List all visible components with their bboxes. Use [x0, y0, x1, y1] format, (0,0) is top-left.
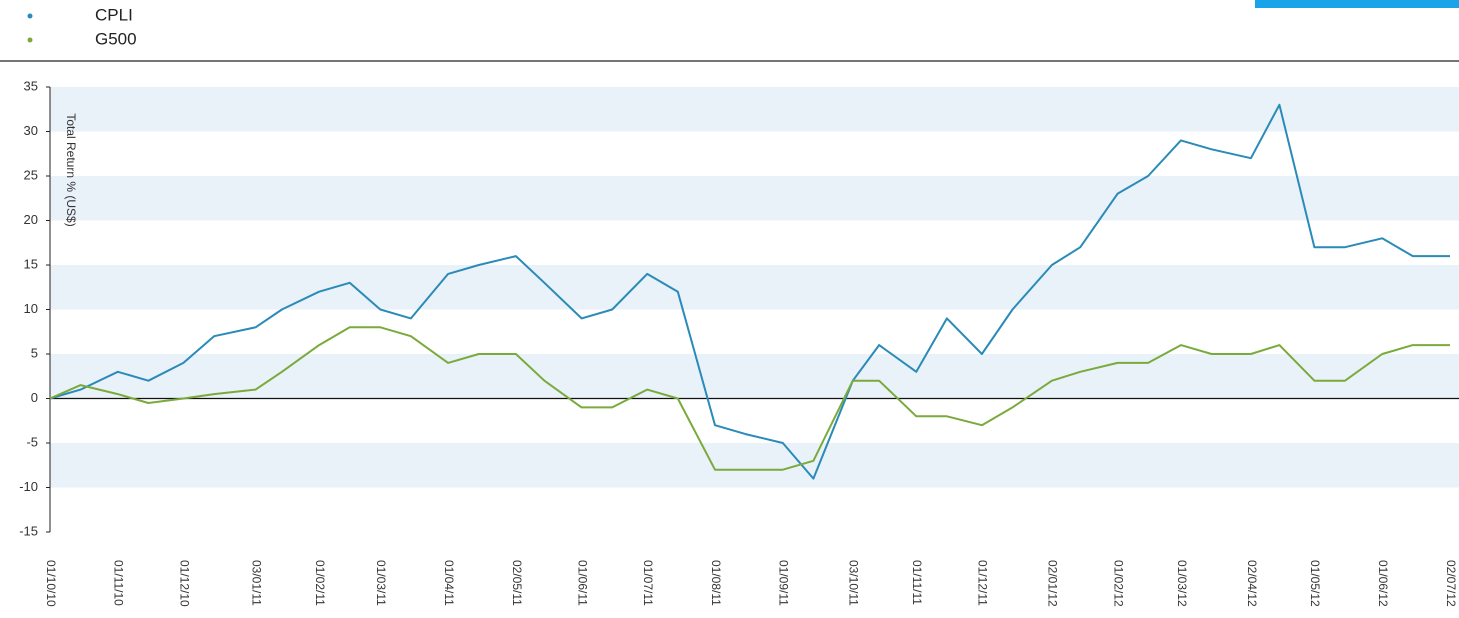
- x-tick-label: 01/04/11: [442, 560, 456, 606]
- series-line: [49, 326, 1450, 471]
- legend-label: CPLI: [95, 5, 133, 24]
- x-tick-label: 01/06/12: [1376, 560, 1390, 607]
- y-tick-label: -5: [26, 434, 38, 449]
- y-tick-label: 5: [31, 345, 38, 360]
- grid-band: [50, 87, 1459, 132]
- legend-label: G500: [95, 29, 137, 48]
- y-tick-label: 20: [24, 212, 38, 227]
- grid-band: [50, 265, 1459, 310]
- bands: [50, 87, 1459, 488]
- y-tick-label: 10: [24, 301, 38, 316]
- y-tick-label: -10: [19, 479, 38, 494]
- y-tick-label: 15: [24, 256, 38, 271]
- series-line: [49, 103, 1450, 480]
- x-tick-label: 01/03/12: [1175, 560, 1189, 607]
- x-tick-label: 02/01/12: [1046, 560, 1060, 607]
- legend-marker: [27, 13, 33, 19]
- y-tick-label: 0: [31, 390, 38, 405]
- x-tick-label: 01/07/11: [641, 560, 655, 606]
- banner: [1255, 0, 1459, 8]
- x-tick-label: 01/11/10: [112, 560, 126, 606]
- x-tick-label: 01/02/11: [313, 560, 327, 606]
- y-axis-label: Total Return % (US$): [64, 113, 78, 226]
- x-tick-label: 01/11/11: [910, 560, 924, 605]
- x-tick-label: 02/07/12: [1444, 560, 1458, 607]
- legend-marker: [27, 37, 33, 43]
- x-tick-label: 01/05/12: [1308, 560, 1322, 607]
- x-tick-label: 01/12/10: [177, 560, 191, 607]
- y-tick-label: 25: [24, 167, 38, 182]
- x-tick-label: 01/03/11: [374, 560, 388, 606]
- x-tick-label: 01/10/10: [44, 560, 58, 607]
- grid-band: [50, 354, 1459, 399]
- x-tick-label: 01/12/11: [976, 560, 990, 606]
- grid-band: [50, 443, 1459, 488]
- x-tick-label: 01/09/11: [777, 560, 791, 606]
- x-tick-label: 01/02/12: [1111, 560, 1125, 607]
- y-tick-label: 35: [24, 78, 38, 93]
- y-tick-label: 30: [24, 123, 38, 138]
- x-tick-label: 03/01/11: [249, 560, 263, 606]
- y-tick-label: -15: [19, 523, 38, 538]
- x-tick-label: 02/04/12: [1245, 560, 1259, 607]
- x-tick-label: 01/08/11: [709, 560, 723, 606]
- x-tick-label: 01/06/11: [575, 560, 589, 606]
- x-tick-label: 02/05/11: [510, 560, 524, 606]
- x-tick-label: 03/10/11: [847, 560, 861, 606]
- grid-band: [50, 176, 1459, 221]
